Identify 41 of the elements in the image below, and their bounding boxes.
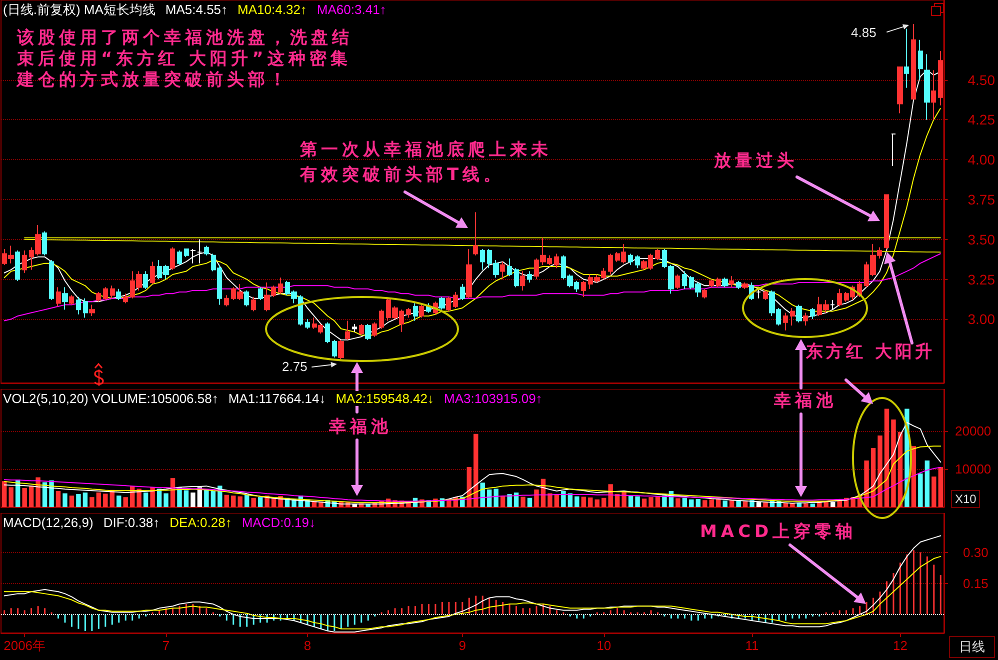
- annotation: 2.75: [282, 359, 308, 374]
- text: MA2:159548.42↓: [336, 391, 434, 406]
- text: DEA:0.28↑: [170, 515, 232, 530]
- annotation: 该股使用了两个幸福池洗盘，洗盘结束后使用“东方红 大阳升”这种密集建仓的方式放量突破前头部！: [17, 28, 354, 91]
- chart-title: MACD(12,26,9): [3, 515, 94, 530]
- x-axis-title: 日线: [949, 636, 995, 658]
- y-tick-label: 20000: [955, 423, 992, 438]
- annotation: 东方红 大阳升: [806, 342, 935, 363]
- annotation: MACD:0.19↓: [242, 515, 316, 530]
- x-tick-label: 12: [892, 638, 908, 653]
- x-tick-label: 8: [304, 638, 312, 653]
- y-tick-label: 3.00: [968, 311, 996, 328]
- text: DIF:0.38↑: [103, 515, 160, 530]
- y-axis-title: X10: [951, 490, 980, 508]
- y-tick-label: 4.25: [968, 112, 996, 128]
- annotation: 幸福池: [774, 391, 837, 412]
- y-tick-label: 4.50: [968, 72, 996, 88]
- chart-title: (日线.前复权) MA短长均线: [3, 2, 156, 17]
- annotation: MACD上穿零轴: [700, 522, 857, 543]
- text: MA60:3.41↑: [316, 2, 386, 17]
- annotation: 幸福池: [329, 417, 392, 438]
- y-tick-label: 3.50: [968, 231, 996, 248]
- y-tick-label: 3.75: [968, 191, 996, 208]
- x-tick-label: 2006年: [4, 638, 46, 653]
- annotation: 4.85: [851, 25, 876, 40]
- y-tick-label: 0.15: [963, 576, 988, 591]
- y-tick-label: 0.30: [963, 544, 988, 560]
- annotation: 第一次从幸福池底爬上来未有效突破前头部T线。: [300, 139, 553, 187]
- x-tick-label: 10: [596, 638, 612, 653]
- text: MA1:117664.14↓: [228, 391, 326, 406]
- text: MA5:4.55↑: [165, 2, 228, 17]
- x-tick-label: 9: [458, 638, 466, 653]
- text: MA3:103915.09↑: [444, 391, 542, 406]
- x-tick-label: 7: [162, 638, 170, 653]
- y-tick-label: 4.00: [968, 152, 996, 168]
- annotation: 放量过头: [714, 151, 798, 172]
- text: MA10:4.32↑: [238, 2, 307, 17]
- chart-title: VOL2(5,10,20) VOLUME:105006.58↑: [3, 391, 218, 406]
- y-tick-label: 10000: [955, 461, 992, 476]
- y-tick-label: 3.25: [968, 271, 996, 288]
- x-tick-label: 11: [745, 638, 759, 653]
